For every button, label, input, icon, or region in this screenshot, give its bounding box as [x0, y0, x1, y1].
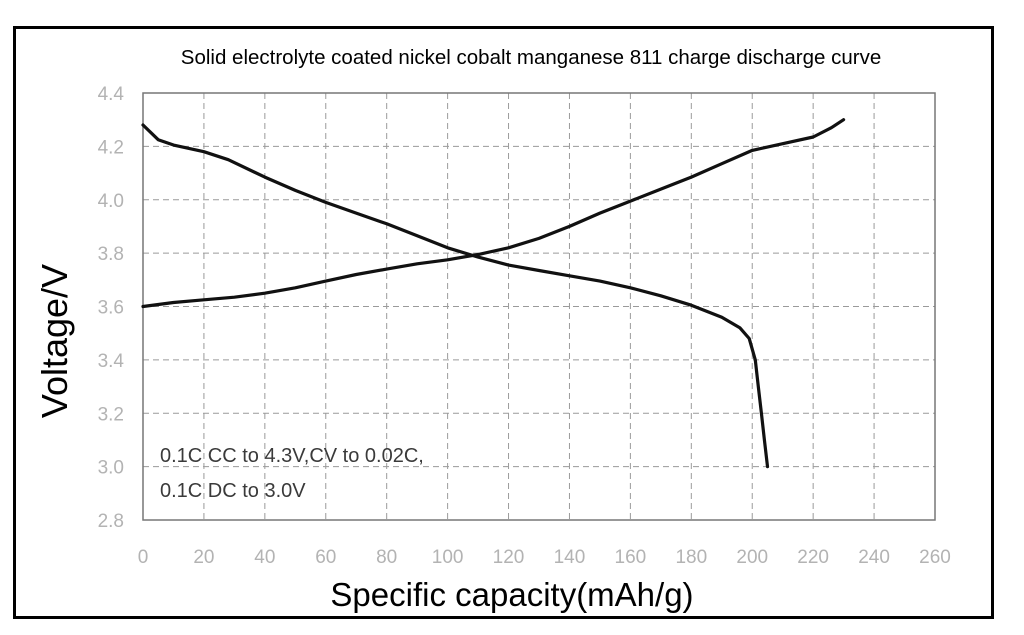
- x-tick-label: 0: [138, 547, 149, 568]
- y-tick-label: 3.2: [98, 404, 124, 425]
- x-tick-label: 80: [376, 547, 397, 568]
- grid-lines: [143, 93, 935, 520]
- x-tick-label: 140: [554, 547, 586, 568]
- x-tick-labels: 0 20 40 60 80 100 120 140 160 180 200 220 240 260: [138, 547, 951, 568]
- x-tick-label: 160: [615, 547, 647, 568]
- x-tick-label: 220: [797, 547, 829, 568]
- y-tick-label: 3.0: [98, 458, 124, 479]
- y-tick-label: 4.2: [98, 137, 124, 158]
- charge-curve: [141, 118, 846, 309]
- x-tick-label: 60: [315, 547, 336, 568]
- y-axis-label: Voltage/V: [34, 264, 75, 418]
- x-tick-label: 200: [736, 547, 768, 568]
- x-tick-label: 260: [919, 547, 951, 568]
- x-tick-label: 20: [193, 547, 214, 568]
- x-axis-label: Specific capacity(mAh/g): [330, 576, 693, 613]
- y-tick-label: 4.4: [98, 84, 125, 105]
- y-tick-label: 2.8: [98, 511, 124, 532]
- x-tick-label: 240: [858, 547, 890, 568]
- x-tick-label: 120: [493, 547, 525, 568]
- curves-layer: [141, 118, 846, 469]
- discharge-curve: [141, 123, 770, 469]
- annotation-line-2: 0.1C DC to 3.0V: [160, 480, 306, 502]
- y-tick-label: 3.6: [98, 298, 124, 319]
- chart-title: Solid electrolyte coated nickel cobalt m…: [181, 46, 881, 69]
- y-tick-label: 3.4: [98, 351, 125, 372]
- y-tick-label: 3.8: [98, 244, 124, 265]
- y-tick-labels: 4.4 4.2 4.0 3.8 3.6 3.4 3.2 3.0 2.8: [98, 84, 125, 532]
- annotation-line-1: 0.1C CC to 4.3V,CV to 0.02C,: [160, 445, 424, 467]
- x-tick-label: 100: [432, 547, 464, 568]
- y-tick-label: 4.0: [98, 191, 124, 212]
- x-tick-label: 180: [675, 547, 707, 568]
- x-tick-label: 40: [254, 547, 275, 568]
